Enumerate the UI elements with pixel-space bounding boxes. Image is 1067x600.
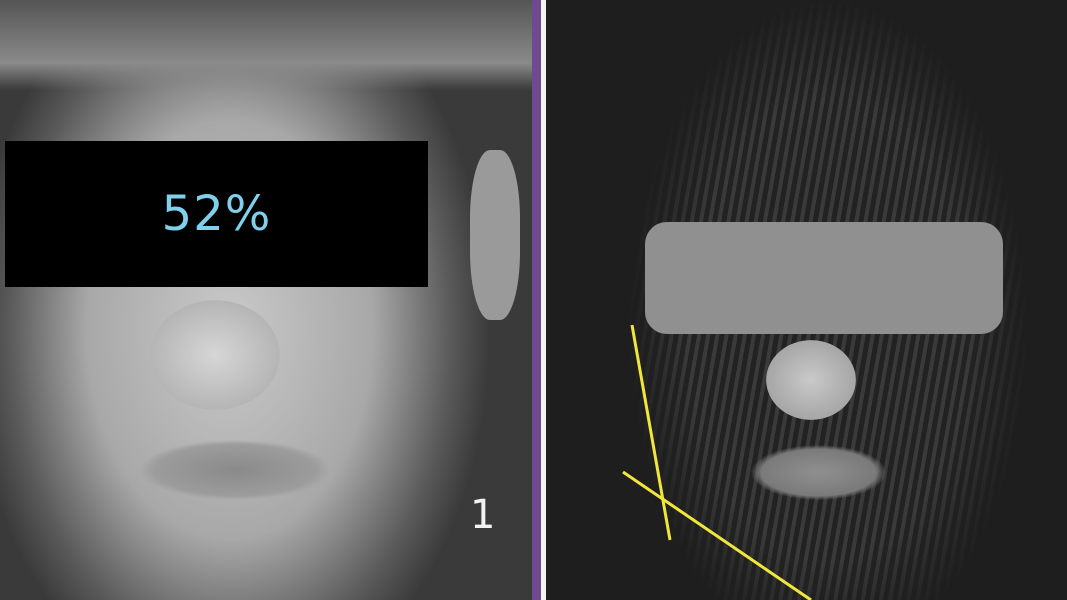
jaw-line-vertical: [630, 324, 672, 541]
gray-censor-bar: [645, 222, 1003, 334]
nose: [150, 300, 280, 410]
mouth: [751, 445, 886, 500]
divider-gap: [541, 0, 546, 600]
purple-divider: [532, 0, 541, 600]
ear: [470, 150, 520, 320]
nose: [766, 340, 856, 420]
jaw-line-diagonal: [622, 470, 812, 600]
right-photo-panel: [546, 0, 1067, 600]
black-censor-bar: 52%: [5, 141, 428, 287]
hair: [0, 0, 532, 90]
left-photo-panel: 52% 1: [0, 0, 532, 600]
mouth: [140, 440, 330, 500]
percentage-label: 52%: [161, 186, 272, 242]
panel-number: 1: [470, 492, 496, 538]
annotation-lines: [622, 324, 812, 600]
